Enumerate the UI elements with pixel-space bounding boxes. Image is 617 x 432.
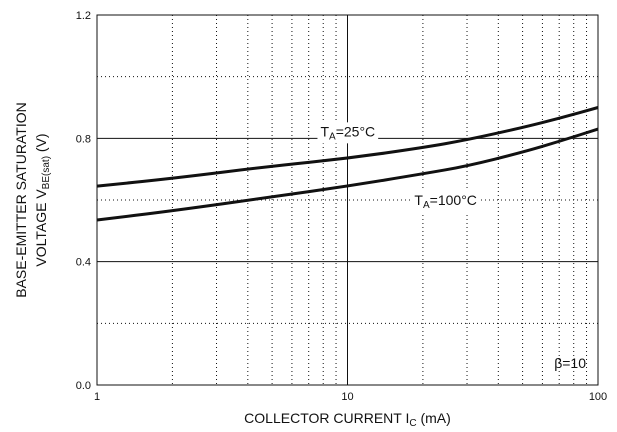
series-line-100c [96,127,599,222]
y-axis-label-line2-sub: BE(sat) [41,156,52,189]
y-tick-label: 1.2 [76,10,91,22]
y-axis-label-line2-main: VOLTAGE V [33,189,49,267]
series-layer [96,106,599,222]
x-axis-label-sub: C [409,418,416,429]
series-line-25c [96,106,599,188]
y-tick-label: 0.4 [76,257,91,269]
series-label-25c-rest: =25°C [336,123,375,139]
x-axis-label-main: COLLECTOR CURRENT I [244,410,409,426]
series-label-25c-t: T [320,123,329,139]
x-axis-label-unit: (mA) [417,410,451,426]
label-25-background [317,122,379,144]
x-axis-label: COLLECTOR CURRENT IC (mA) [244,410,451,429]
tick-labels: 1 10 100 0.0 0.4 0.8 1.2 [76,10,607,403]
series-label-25c-sub: A [329,131,336,142]
series-label-100c-rest: =100°C [430,192,477,208]
beta-annotation: β=10 [554,355,586,371]
series-label-25c: TA=25°C [320,123,375,142]
label-100-background [411,191,480,212]
x-tick-label: 1 [94,391,100,403]
x-tick-label: 10 [341,391,353,403]
series-label-100c: TA=100°C [414,192,476,211]
y-axis-label-line2: VOLTAGE VBE(sat) (V) [33,133,52,266]
series-label-100c-sub: A [423,200,430,211]
y-axis-label-line2-unit: (V) [33,133,49,156]
x-tick-label: 100 [589,391,607,403]
y-axis-label-line1: BASE-EMITTER SATURATION [13,102,29,298]
plot-frame [96,14,599,386]
y-tick-label: 0.8 [76,133,91,145]
grid [96,14,599,386]
series-label-100c-t: T [414,192,423,208]
y-tick-label: 0.0 [76,380,91,392]
